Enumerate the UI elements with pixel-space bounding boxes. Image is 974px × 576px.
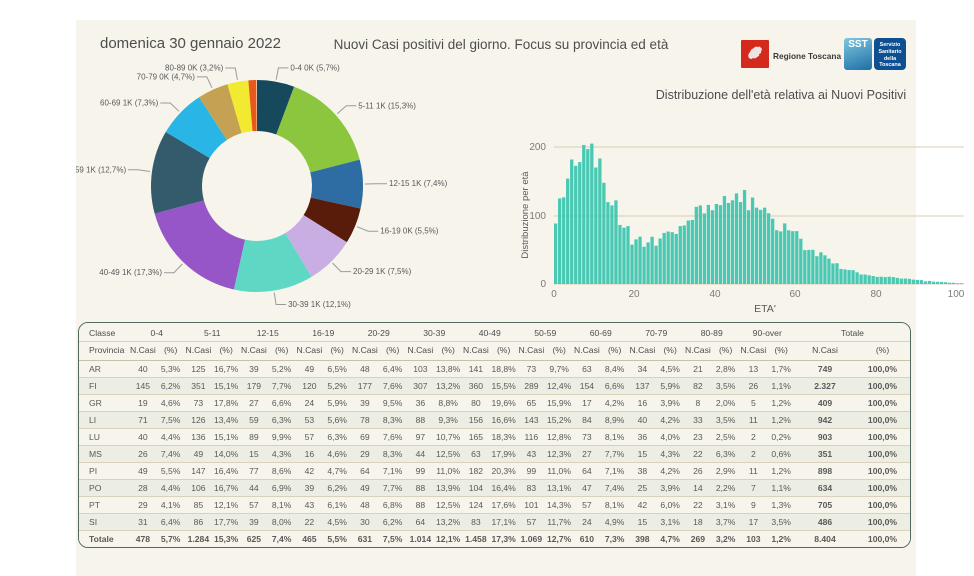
svg-text:40: 40 <box>709 289 721 300</box>
svg-text:100: 100 <box>948 289 964 300</box>
svg-text:0: 0 <box>551 289 557 300</box>
svg-text:60: 60 <box>789 289 801 300</box>
svg-text:20: 20 <box>628 289 640 300</box>
svg-text:0: 0 <box>540 279 546 290</box>
svg-text:ETA': ETA' <box>754 303 776 315</box>
svg-text:100: 100 <box>529 211 546 222</box>
svg-text:Distribuzione per età: Distribuzione per età <box>520 171 531 259</box>
svg-text:200: 200 <box>529 142 546 153</box>
svg-text:80: 80 <box>870 289 882 300</box>
